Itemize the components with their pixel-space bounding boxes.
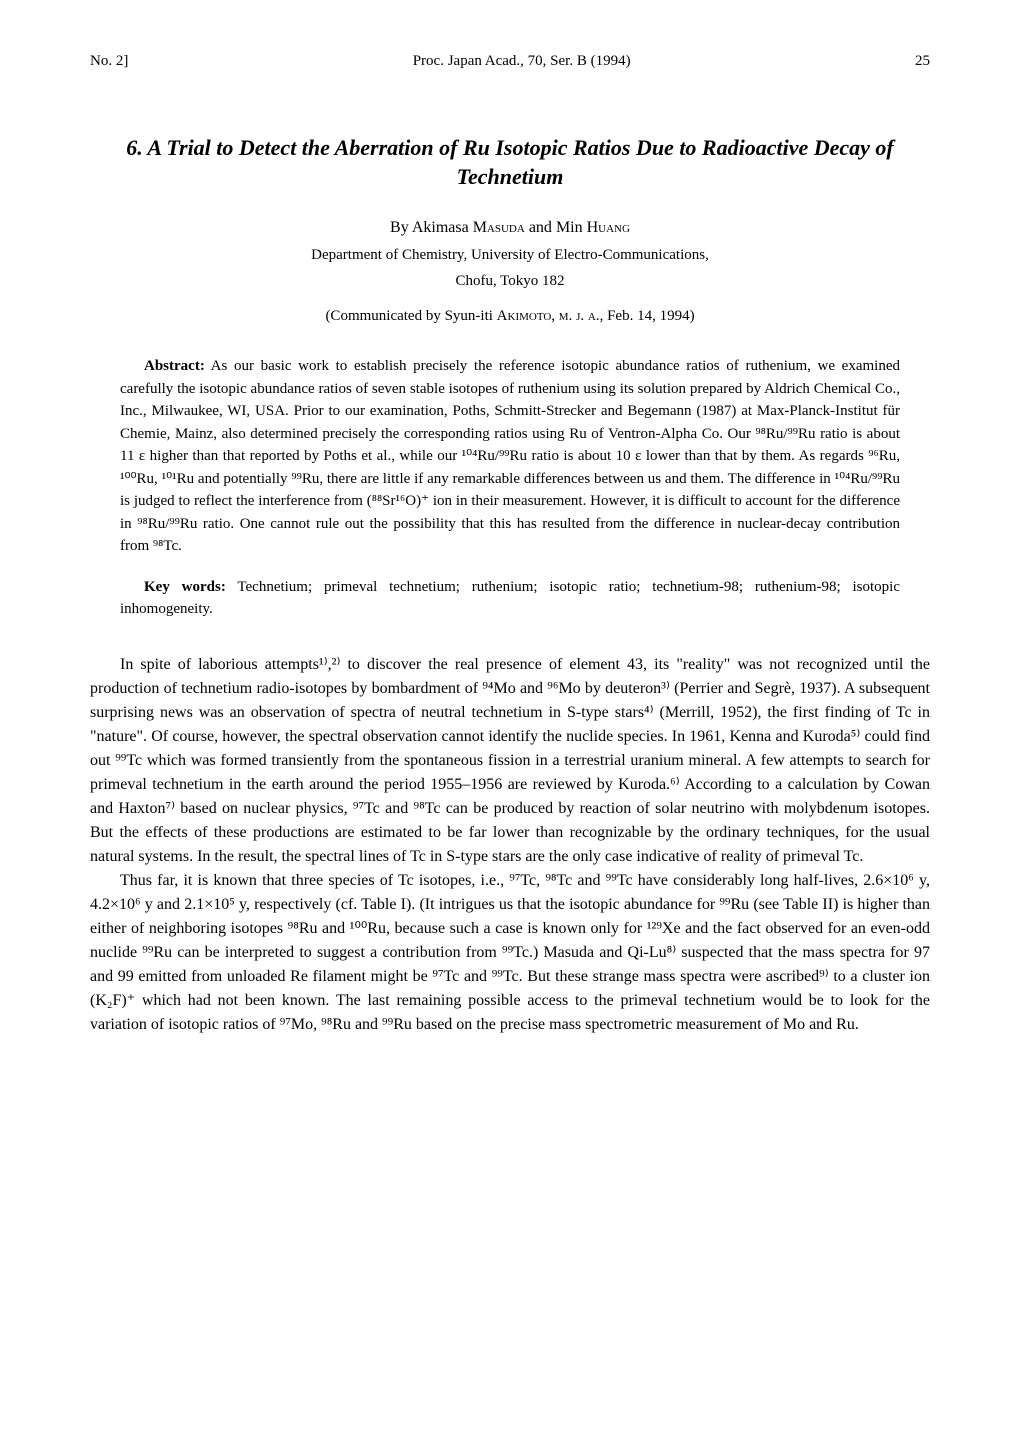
journal-citation: Proc. Japan Acad., 70, Ser. B (1994)	[128, 50, 915, 73]
author1-first: Akimasa	[412, 219, 473, 236]
page-number: 25	[915, 50, 930, 73]
keywords-text: Technetium; primeval technetium; rutheni…	[120, 579, 900, 618]
abstract-block: Abstract: As our basic work to establish…	[120, 355, 900, 558]
affiliation-line2: Chofu, Tokyo 182	[90, 270, 930, 293]
communicated-line: (Communicated by Syun-iti Akimoto, m. j.…	[90, 305, 930, 328]
communicated-prefix: (Communicated by Syun-iti	[325, 308, 496, 324]
article-number: 6.	[126, 135, 143, 160]
body-paragraph-2: Thus far, it is known that three species…	[90, 869, 930, 1037]
abstract-text: As our basic work to establish precisely…	[120, 358, 900, 554]
byline: By Akimasa Masuda and Min Huang	[90, 216, 930, 240]
article-title: A Trial to Detect the Aberration of Ru I…	[147, 135, 893, 190]
article-title-block: 6. A Trial to Detect the Aberration of R…	[90, 133, 930, 192]
communicated-suffix: , Feb. 14, 1994)	[600, 308, 695, 324]
author2-last: Huang	[587, 219, 630, 236]
author2-first: Min	[556, 219, 587, 236]
keywords-label: Key words:	[144, 579, 226, 595]
author1-last: Masuda	[473, 219, 525, 236]
byline-and: and	[525, 219, 556, 236]
page-header: No. 2] Proc. Japan Acad., 70, Ser. B (19…	[90, 50, 930, 73]
affiliation-line1: Department of Chemistry, University of E…	[90, 244, 930, 267]
body-paragraph-1: In spite of laborious attempts¹⁾,²⁾ to d…	[90, 653, 930, 869]
byline-prefix: By	[390, 219, 412, 236]
abstract-label: Abstract:	[144, 358, 205, 374]
keywords-block: Key words: Technetium; primeval techneti…	[120, 576, 900, 621]
communicated-name: Akimoto, m. j. a.	[497, 308, 600, 324]
issue-number: No. 2]	[90, 50, 128, 73]
